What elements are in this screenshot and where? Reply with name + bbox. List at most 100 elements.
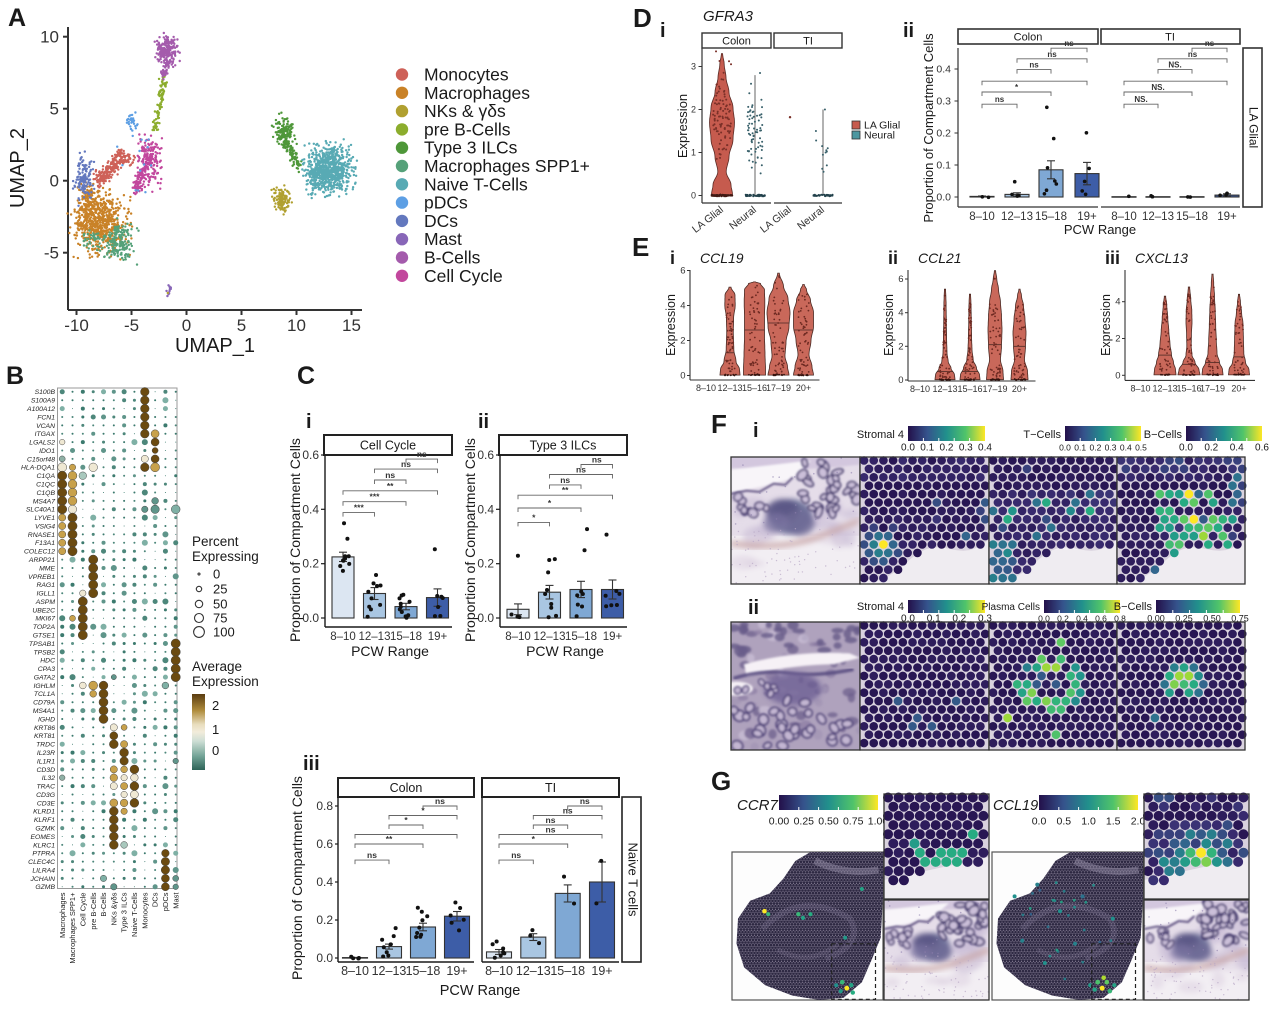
svg-text:0.3: 0.3: [1105, 443, 1117, 453]
svg-text:CD3G: CD3G: [36, 792, 55, 799]
svg-text:ns: ns: [546, 815, 556, 825]
svg-text:KLRF1: KLRF1: [34, 817, 55, 824]
svg-text:B-Cells: B-Cells: [99, 892, 108, 916]
svg-text:ii: ii: [478, 411, 489, 433]
svg-text:GFRA3: GFRA3: [703, 8, 754, 25]
svg-text:0.4: 0.4: [1120, 443, 1132, 453]
svg-text:10: 10: [40, 28, 59, 47]
svg-text:**: **: [387, 481, 394, 491]
svg-text:IL1R1: IL1R1: [37, 758, 55, 765]
svg-text:0.1: 0.1: [1074, 443, 1086, 453]
svg-text:GZMK: GZMK: [35, 826, 55, 833]
svg-text:ii: ii: [888, 248, 898, 268]
svg-text:Macrophages: Macrophages: [58, 892, 67, 938]
svg-text:Stromal 4: Stromal 4: [857, 429, 904, 441]
svg-text:**: **: [562, 485, 569, 495]
svg-text:2: 2: [680, 336, 685, 347]
svg-text:12–13: 12–13: [372, 964, 407, 978]
svg-text:C: C: [297, 362, 315, 390]
svg-text:ns: ns: [385, 470, 395, 480]
svg-text:Percent: Percent: [192, 534, 239, 549]
svg-text:KLRD1: KLRD1: [33, 809, 55, 816]
svg-text:19+: 19+: [1077, 211, 1097, 223]
svg-text:8–10: 8–10: [330, 631, 356, 643]
svg-text:0.75: 0.75: [843, 816, 864, 828]
svg-text:0.2: 0.2: [1089, 443, 1101, 453]
svg-text:1.0: 1.0: [1081, 816, 1096, 828]
svg-text:LA Glial: LA Glial: [864, 120, 900, 132]
svg-text:***: ***: [370, 492, 381, 502]
svg-text:NS.: NS.: [1151, 83, 1164, 92]
svg-text:2: 2: [898, 341, 903, 352]
svg-text:0.0: 0.0: [1179, 443, 1193, 454]
svg-text:0.1: 0.1: [920, 443, 934, 454]
svg-text:Colon: Colon: [722, 36, 751, 48]
svg-text:ns: ns: [417, 449, 427, 459]
svg-text:3: 3: [691, 62, 696, 72]
svg-text:0.4: 0.4: [302, 502, 319, 516]
svg-text:8–10: 8–10: [505, 631, 531, 643]
svg-text:0.0: 0.0: [936, 192, 951, 204]
svg-text:ns: ns: [592, 455, 602, 465]
svg-text:0.2: 0.2: [936, 128, 951, 140]
svg-text:i: i: [753, 420, 759, 442]
svg-text:0: 0: [680, 371, 685, 382]
svg-text:8–10: 8–10: [341, 964, 369, 978]
svg-text:IL23R: IL23R: [37, 750, 55, 757]
svg-text:NS.: NS.: [1134, 95, 1147, 104]
svg-text:6: 6: [898, 274, 903, 285]
svg-text:Macrophages: Macrophages: [424, 83, 530, 103]
svg-text:75: 75: [213, 611, 227, 626]
svg-text:2: 2: [1115, 334, 1120, 345]
svg-text:12–13: 12–13: [1152, 383, 1177, 393]
svg-text:0.00: 0.00: [769, 816, 790, 828]
svg-text:0.4: 0.4: [1076, 614, 1088, 624]
svg-text:EOMES: EOMES: [30, 834, 55, 841]
svg-text:0.6: 0.6: [316, 837, 333, 851]
svg-text:0.0: 0.0: [316, 951, 333, 965]
svg-text:*: *: [532, 512, 536, 522]
svg-text:***: ***: [354, 503, 365, 513]
svg-text:2.0: 2.0: [1131, 816, 1146, 828]
svg-text:0.0: 0.0: [1059, 443, 1071, 453]
svg-text:iii: iii: [1105, 248, 1120, 268]
svg-text:ns: ns: [511, 850, 521, 860]
svg-text:0.50: 0.50: [818, 816, 839, 828]
svg-text:ARPP21: ARPP21: [28, 557, 55, 564]
svg-text:8–10: 8–10: [485, 964, 513, 978]
svg-text:5: 5: [237, 316, 246, 335]
svg-text:0.5: 0.5: [1056, 816, 1071, 828]
svg-text:F13A1: F13A1: [35, 540, 55, 547]
svg-text:CD79A: CD79A: [33, 700, 55, 707]
svg-text:0.2: 0.2: [1057, 614, 1069, 624]
svg-text:IGHD: IGHD: [38, 716, 55, 723]
svg-text:TRDC: TRDC: [36, 742, 55, 749]
svg-text:Macrophages SPP1+: Macrophages SPP1+: [68, 892, 77, 964]
svg-text:Mast: Mast: [171, 892, 180, 909]
svg-text:15–18: 15–18: [565, 631, 597, 643]
svg-text:12–13: 12–13: [932, 384, 957, 394]
svg-text:0: 0: [1115, 370, 1120, 381]
svg-text:17–19: 17–19: [982, 384, 1007, 394]
svg-text:NKs & γδs: NKs & γδs: [424, 101, 506, 121]
svg-text:0.3: 0.3: [978, 614, 992, 625]
svg-text:Expressing: Expressing: [192, 549, 259, 564]
svg-text:0.0: 0.0: [901, 443, 915, 454]
svg-text:Plasma Cells: Plasma Cells: [982, 602, 1040, 613]
svg-text:0: 0: [212, 743, 219, 758]
svg-text:ns: ns: [560, 475, 570, 485]
svg-text:TI: TI: [1165, 32, 1175, 44]
svg-text:50: 50: [213, 597, 227, 612]
svg-text:pre B-Cells: pre B-Cells: [424, 119, 511, 139]
svg-text:Type 3 ILCs: Type 3 ILCs: [120, 892, 129, 932]
svg-text:0.6: 0.6: [302, 448, 319, 462]
svg-text:ns: ns: [576, 465, 586, 475]
svg-text:C1QA: C1QA: [36, 473, 55, 480]
svg-text:0.1: 0.1: [936, 160, 951, 172]
svg-text:MS4A1: MS4A1: [33, 708, 56, 715]
svg-text:19+: 19+: [591, 964, 612, 978]
svg-text:CCL19: CCL19: [993, 798, 1038, 814]
svg-text:D: D: [633, 3, 652, 33]
svg-text:*: *: [404, 815, 408, 825]
svg-text:19+: 19+: [446, 964, 467, 978]
